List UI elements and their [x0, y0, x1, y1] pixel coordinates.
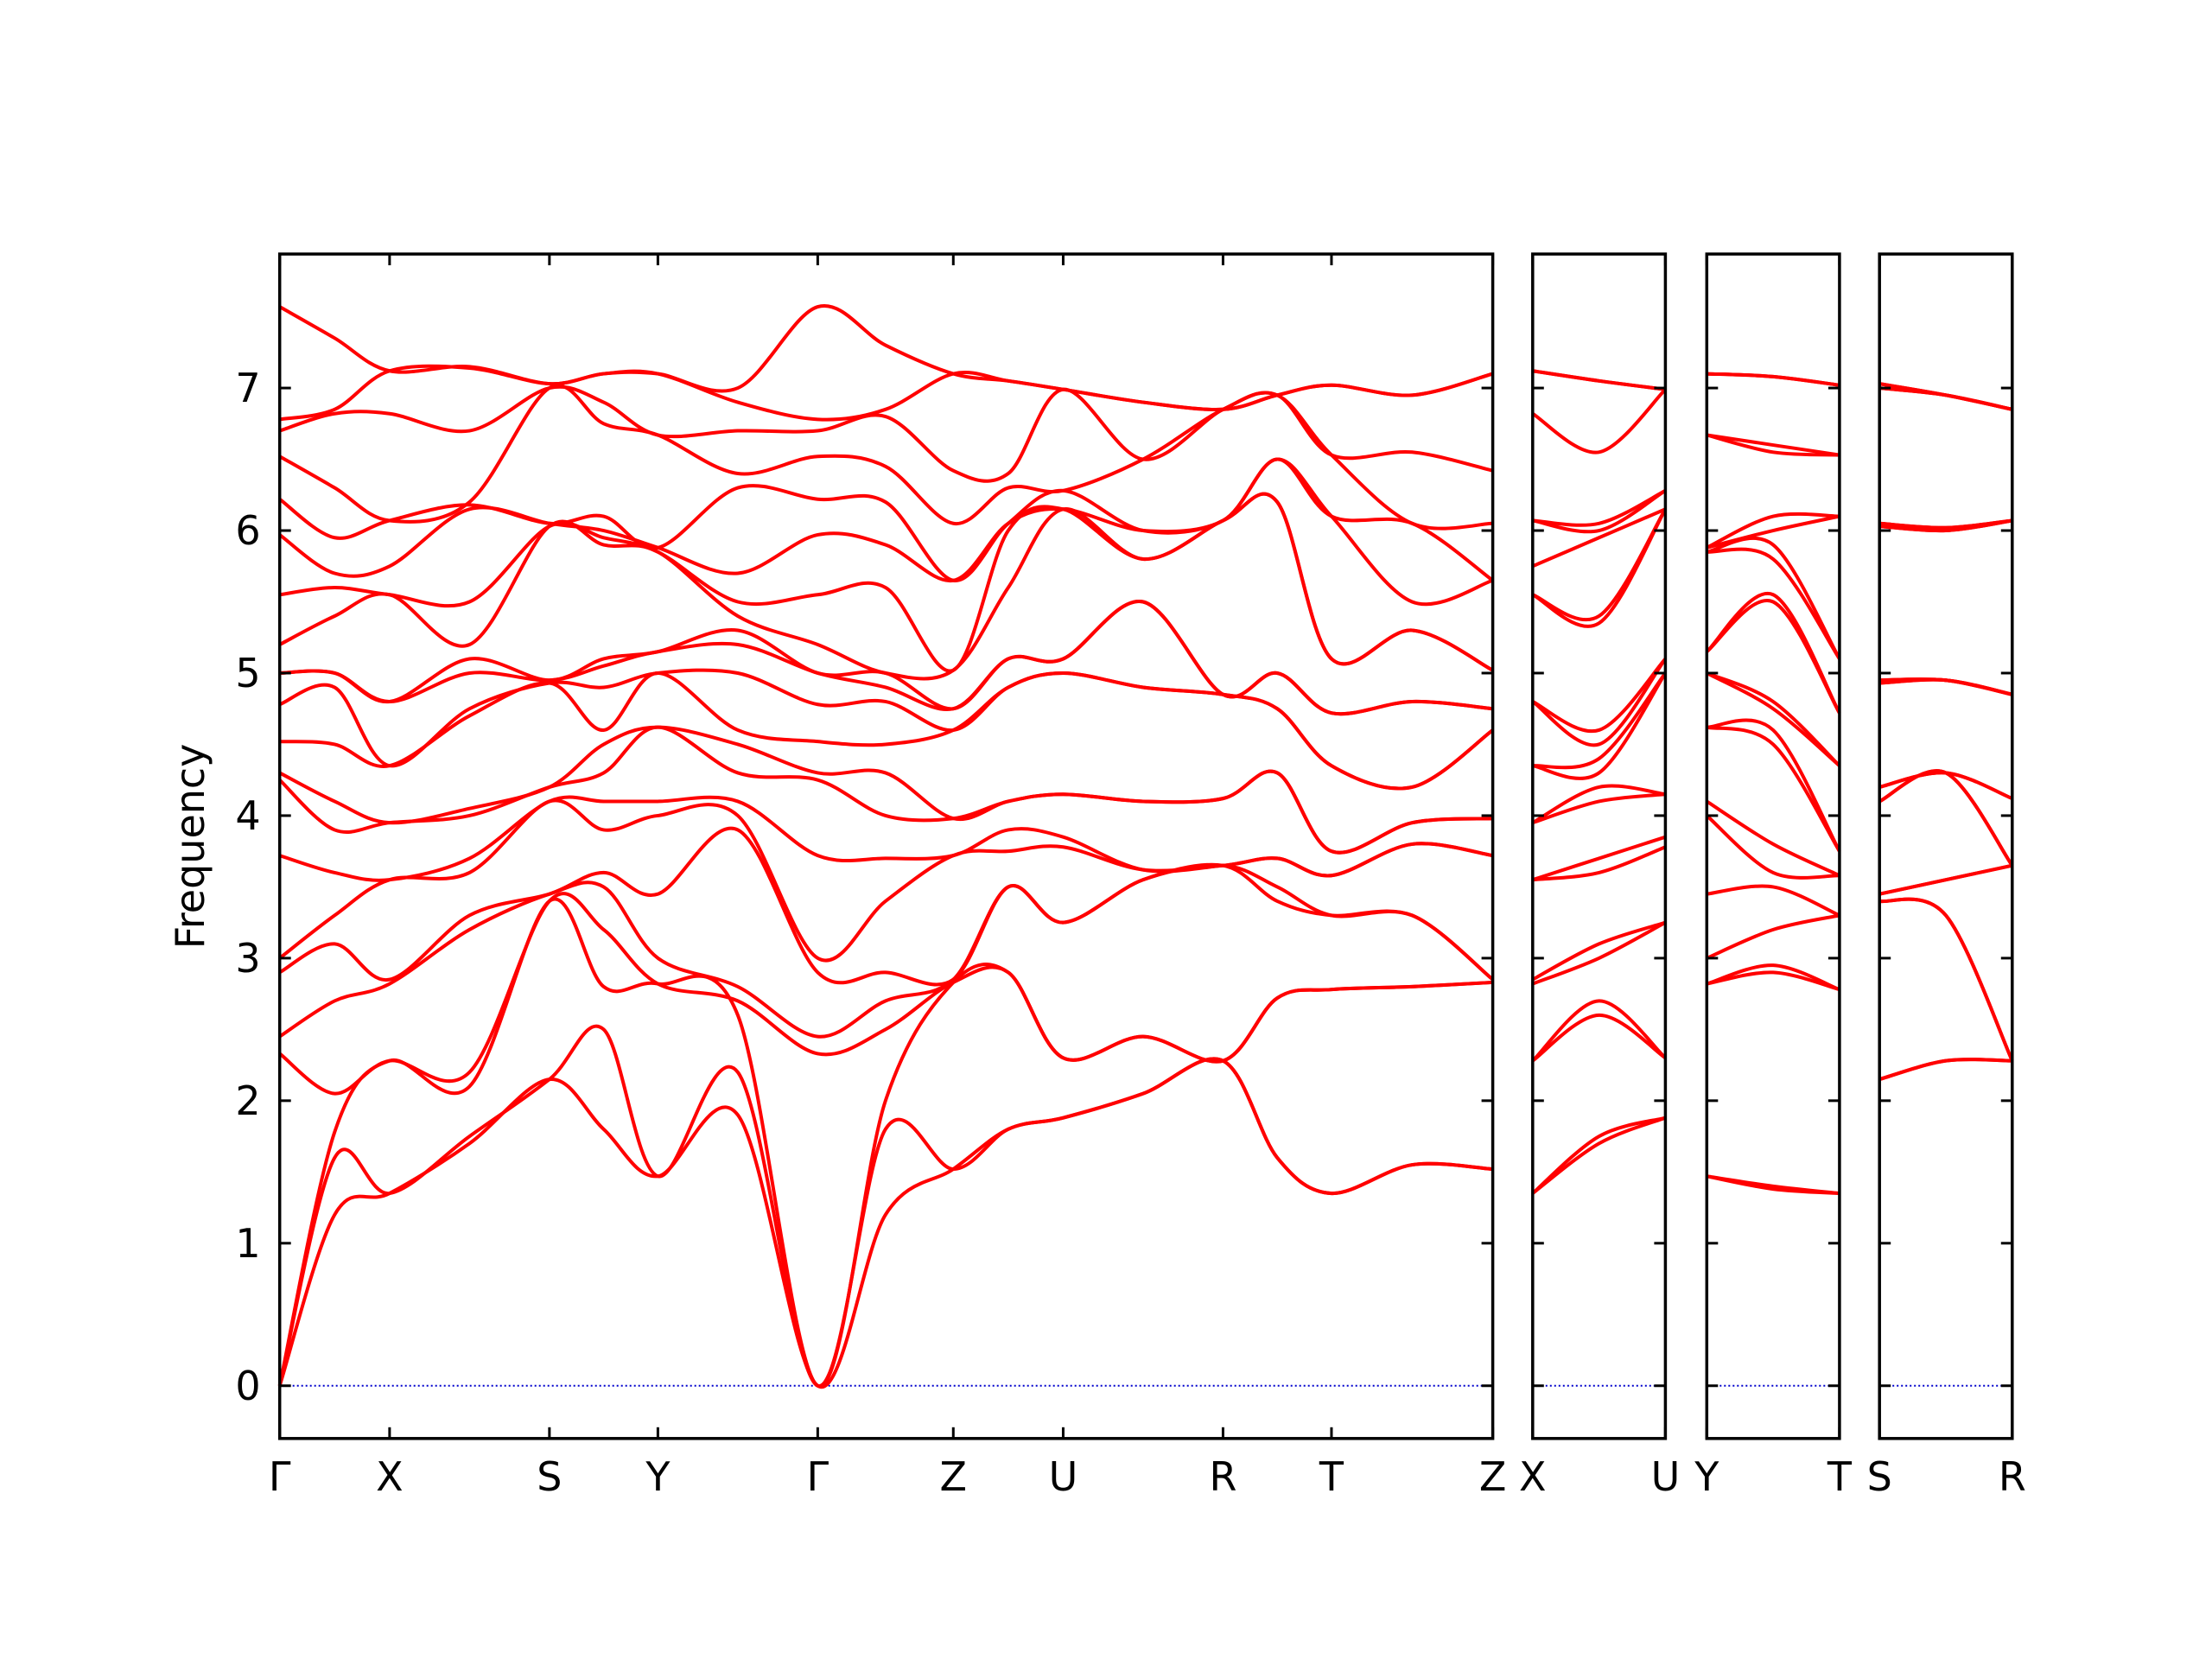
- panel-frame: [1531, 252, 1668, 1440]
- x-tick-label: T: [1827, 1453, 1853, 1500]
- band-line: [1706, 536, 1841, 660]
- panel-frame: [1878, 252, 2014, 1440]
- band-line: [1531, 1116, 1666, 1195]
- band-line: [278, 457, 1494, 607]
- x-tick-label: U: [1651, 1453, 1681, 1500]
- band-line: [278, 668, 1494, 791]
- band-line: [278, 862, 1494, 1039]
- band-line: [1532, 507, 1667, 569]
- x-tick-label: Z: [940, 1453, 968, 1500]
- band-line: [1531, 784, 1666, 824]
- band-line: [1531, 388, 1667, 454]
- band-line: [279, 492, 1494, 673]
- band-line: [1707, 433, 1840, 457]
- band-line: [279, 671, 1494, 791]
- band-line: [1706, 512, 1840, 550]
- y-tick-label: 3: [235, 935, 260, 982]
- band-line: [1706, 433, 1840, 457]
- x-tick-label: X: [1519, 1453, 1547, 1500]
- band-line: [1532, 489, 1667, 527]
- y-tick-label: 5: [235, 650, 260, 696]
- x-tick-label: Y: [645, 1453, 671, 1500]
- band-line: [1878, 769, 2014, 867]
- band-line: [1707, 718, 1841, 853]
- band-line: [279, 600, 1493, 716]
- band-line: [278, 457, 1494, 582]
- band-line: [1531, 1116, 1667, 1195]
- band-line: [1706, 671, 1841, 767]
- x-tick-label: T: [1319, 1453, 1344, 1500]
- band-line: [1706, 970, 1840, 992]
- x-tick-label: S: [1867, 1453, 1892, 1500]
- band-line: [1706, 913, 1840, 960]
- band-line: [1878, 897, 2014, 1062]
- band-line: [1532, 489, 1667, 534]
- x-tick-label: U: [1049, 1453, 1078, 1500]
- band-line: [1532, 835, 1667, 882]
- band-line: [277, 1057, 1493, 1389]
- band-line: [1878, 771, 2013, 801]
- x-tick-label: R: [1209, 1453, 1236, 1500]
- band-line: [1532, 369, 1666, 391]
- band-line: [278, 725, 1493, 855]
- band-line: [1531, 920, 1667, 982]
- band-line: [1878, 863, 2013, 896]
- band-line: [1531, 999, 1667, 1063]
- band-line: [1531, 508, 1668, 622]
- band-line: [278, 826, 1494, 987]
- x-tick-label: Y: [1694, 1453, 1719, 1500]
- band-line: [278, 892, 1493, 1096]
- band-line: [278, 303, 1494, 412]
- x-tick-label: X: [376, 1453, 404, 1500]
- band-line: [1531, 658, 1667, 734]
- x-tick-label: Γ: [269, 1453, 291, 1500]
- band-line: [1532, 671, 1668, 780]
- band-line: [1532, 792, 1666, 825]
- y-tick-label: 1: [235, 1220, 260, 1267]
- panel-frame: [1705, 252, 1841, 1440]
- x-tick-label: Z: [1479, 1453, 1507, 1500]
- y-tick-label: 0: [235, 1363, 260, 1409]
- band-line: [1706, 671, 1841, 767]
- x-tick-label: Γ: [807, 1453, 830, 1500]
- band-line: [1532, 920, 1667, 986]
- band-line: [1705, 814, 1840, 880]
- band-line: [1531, 658, 1667, 747]
- band-line: [1707, 372, 1840, 387]
- band-line: [1878, 897, 2014, 1062]
- band-line: [1705, 591, 1841, 715]
- band-line: [279, 364, 1494, 422]
- band-line: [1531, 1013, 1667, 1063]
- y-axis-label: Frequency: [167, 744, 213, 950]
- band-line: [1707, 1174, 1840, 1196]
- band-line: [1879, 677, 2013, 696]
- band-line: [1706, 799, 1840, 878]
- x-tick-label: R: [1999, 1453, 2026, 1500]
- band-line: [1706, 963, 1840, 992]
- band-line: [1707, 547, 1841, 660]
- band-line: [279, 600, 1493, 716]
- band-line: [1878, 382, 2013, 411]
- band-line: [1879, 518, 2013, 530]
- y-tick-label: 7: [235, 365, 260, 411]
- y-tick-label: 6: [235, 507, 260, 554]
- band-line: [1878, 1058, 2012, 1082]
- band-line: [1532, 845, 1667, 882]
- band-line: [1707, 884, 1840, 918]
- band-line: [279, 795, 1493, 882]
- band-line: [1532, 671, 1667, 770]
- band-line: [277, 1024, 1493, 1388]
- band-line: [278, 384, 1493, 531]
- y-tick-label: 4: [235, 792, 260, 839]
- x-tick-label: S: [537, 1453, 562, 1500]
- band-line: [1706, 514, 1840, 550]
- panel-frame: [277, 252, 1495, 1440]
- band-line: [1878, 769, 2014, 867]
- y-tick-label: 2: [235, 1077, 260, 1124]
